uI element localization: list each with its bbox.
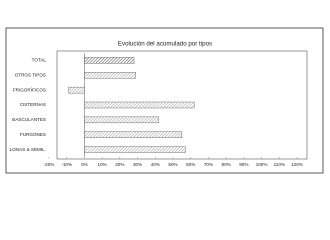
x-tick-label: 20% (115, 162, 124, 167)
x-tick-label: 90% (239, 162, 248, 167)
chart: Evolución del acumulado por tipos -20% -1… (5, 27, 324, 174)
x-tick-label: 30% (133, 162, 142, 167)
x-tick-label: 70% (204, 162, 213, 167)
x-tick-label: -10% (61, 162, 72, 167)
bar (84, 146, 186, 153)
y-tick-label: CISTERNAS (20, 102, 46, 107)
chart-title: Evolución del acumulado por tipos (118, 41, 212, 48)
x-tick-label: 60% (186, 162, 195, 167)
y-tick-label: TOTAL (32, 58, 47, 63)
x-tick-label: 0% (81, 162, 88, 167)
y-tick-label: FURGONES (20, 132, 46, 137)
y-tick-label: LONAS & SEMIL. (10, 147, 46, 152)
x-tick-label: 50% (168, 162, 177, 167)
y-tick-label: OTROS TIPOS (15, 73, 46, 78)
y-tick-label: FRIGORÍFICOS (13, 86, 46, 92)
plot-frame (56, 50, 308, 160)
bar (84, 131, 183, 138)
x-tick-label: 80% (222, 162, 231, 167)
x-tick-label: 100% (256, 162, 268, 167)
bar (84, 116, 160, 124)
bar (84, 72, 137, 79)
x-tick-label: 110% (274, 162, 285, 167)
bar (68, 86, 85, 94)
x-tick-label: 10% (98, 162, 107, 167)
x-tick-label: 120% (291, 162, 303, 167)
x-tick-label: 40% (151, 162, 160, 167)
bar (84, 57, 135, 64)
x-tick-label: -20% (44, 162, 55, 167)
bar (84, 101, 195, 109)
y-tick-label: BASCULANTES (12, 117, 46, 122)
